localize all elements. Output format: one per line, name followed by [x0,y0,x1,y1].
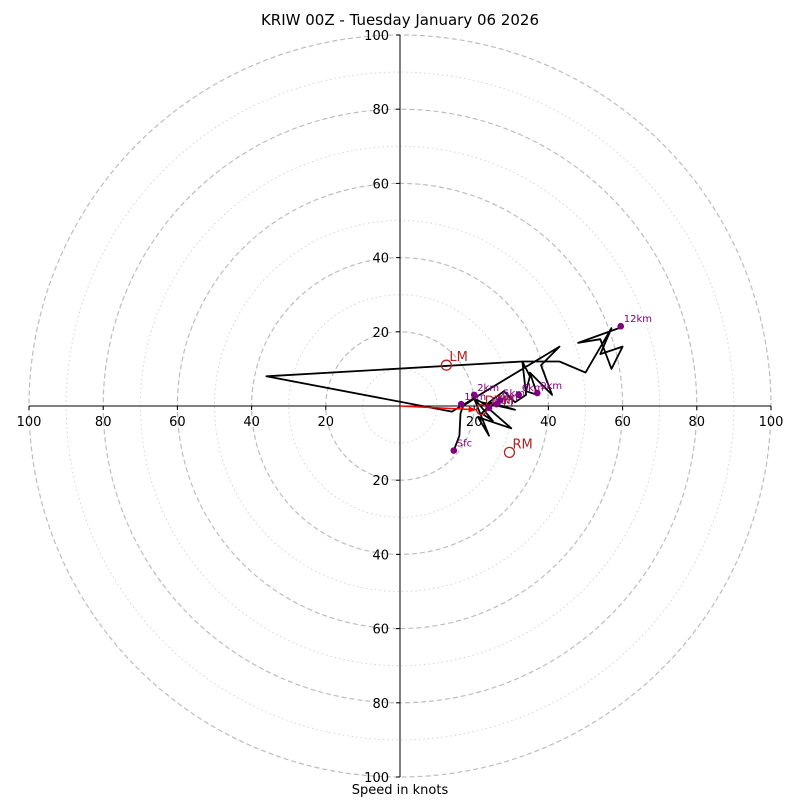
shear-vector-arrowhead [468,406,477,413]
x-tick-label: 100 [17,415,42,430]
height-marker-label: 4km [499,392,521,403]
storm-motion-label: RM [512,437,532,452]
height-marker-label: 12km [624,314,652,325]
y-tick-label: 60 [372,177,389,192]
storm-motion-marker [503,446,516,459]
y-tick-label: 20 [372,474,389,489]
height-marker [485,404,493,412]
x-axis-label: Speed in knots [351,783,449,798]
y-tick-label: 100 [364,771,389,786]
height-marker [470,391,478,399]
height-marker-label: 9km [540,381,562,392]
x-tick-label: 100 [759,415,784,430]
y-tick-label: 40 [372,252,389,267]
height-marker-label: Sfc [457,439,472,450]
y-tick-label: 20 [372,326,389,341]
shear-vector-line [399,405,477,411]
height-marker [496,397,504,404]
storm-motion-marker [440,359,453,371]
storm-motion-label: LM [449,350,467,365]
x-tick-label: 60 [614,415,631,430]
y-tick-label: 80 [372,697,389,712]
chart-title: KRIW 00Z - Tuesday January 06 2026 [260,11,540,29]
x-tick-label: 60 [169,415,186,430]
x-tick-label: 20 [318,415,335,430]
height-marker [617,322,625,330]
height-marker-label: 6km [522,383,544,394]
height-marker-label: 2km [477,383,499,394]
y-tick-label: 80 [372,103,389,118]
height-marker [533,389,541,397]
height-marker [450,447,458,454]
x-tick-label: 80 [689,415,706,430]
height-marker [457,400,465,408]
y-tick-label: 60 [372,623,389,638]
x-tick-label: 80 [95,415,112,430]
x-tick-label: 40 [243,415,260,430]
x-tick-label: 40 [540,415,557,430]
y-tick-label: 40 [372,548,389,563]
height-marker-label: 5km [503,388,525,399]
y-tick-label: 100 [364,29,389,44]
height-marker [515,391,523,399]
